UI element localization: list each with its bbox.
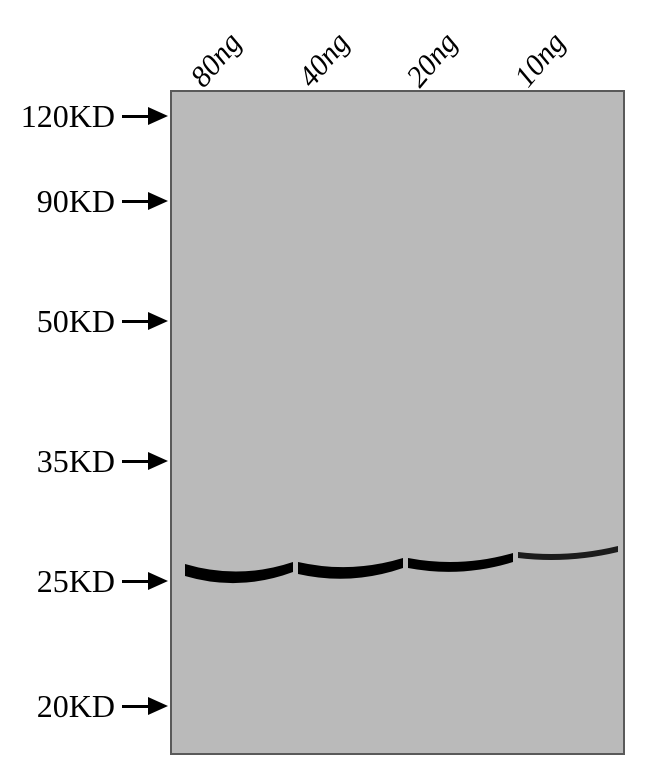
marker-90kd-label: 90KD (5, 183, 115, 220)
lane-40ng-label: 40ng (292, 26, 357, 94)
marker-20kd-label: 20KD (5, 688, 115, 725)
marker-50kd-label: 50KD (5, 303, 115, 340)
blot-membrane (170, 90, 625, 755)
blot-figure: 120KD 90KD 50KD 35KD 25KD 20KD 80ng 40ng… (0, 0, 650, 770)
lane-20ng-label: 20ng (400, 26, 465, 94)
marker-90kd-arrow-line (122, 200, 150, 203)
marker-35kd-arrow-line (122, 460, 150, 463)
marker-25kd-label: 25KD (5, 563, 115, 600)
marker-120kd-arrow-line (122, 115, 150, 118)
marker-20kd-arrow-line (122, 705, 150, 708)
marker-90kd-arrow-head (148, 192, 168, 210)
marker-25kd-arrow-line (122, 580, 150, 583)
marker-50kd-arrow-line (122, 320, 150, 323)
lane-80ng-label: 80ng (184, 26, 249, 94)
marker-120kd-label: 120KD (5, 98, 115, 135)
marker-35kd-arrow-head (148, 452, 168, 470)
marker-35kd-label: 35KD (5, 443, 115, 480)
marker-20kd-arrow-head (148, 697, 168, 715)
lane-10ng-label: 10ng (508, 26, 573, 94)
marker-50kd-arrow-head (148, 312, 168, 330)
marker-120kd-arrow-head (148, 107, 168, 125)
marker-25kd-arrow-head (148, 572, 168, 590)
